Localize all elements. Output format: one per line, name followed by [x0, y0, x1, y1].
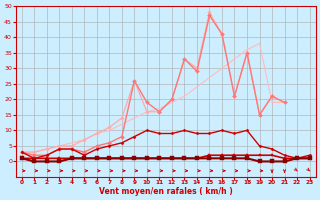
X-axis label: Vent moyen/en rafales ( km/h ): Vent moyen/en rafales ( km/h )	[99, 187, 233, 196]
